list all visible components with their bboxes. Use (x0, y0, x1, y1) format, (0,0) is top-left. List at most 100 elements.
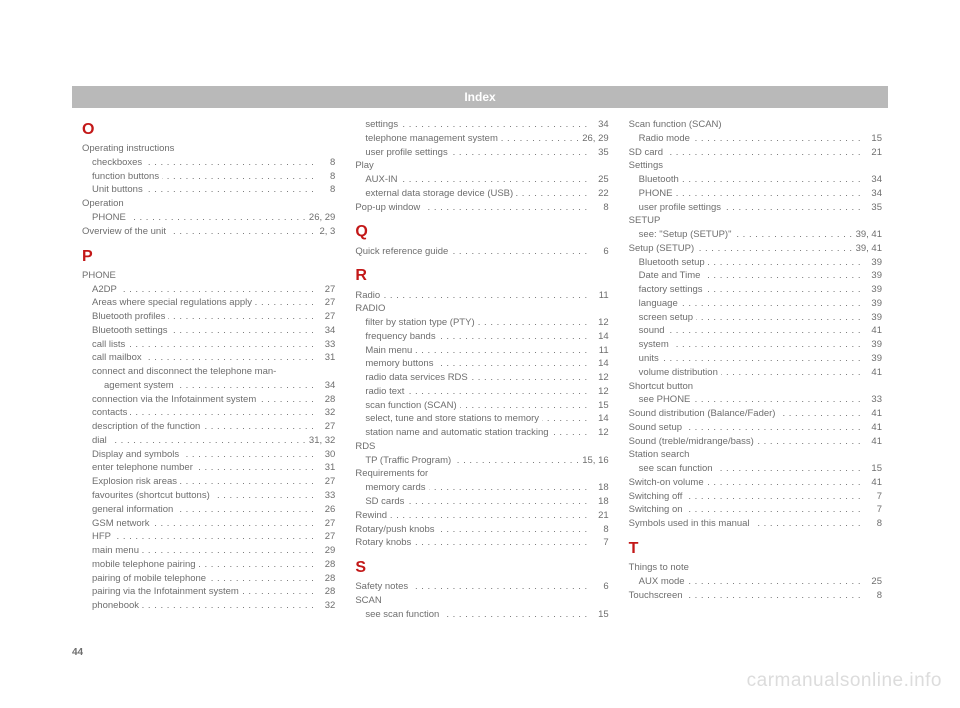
entry-label: Setup (SETUP) (629, 242, 694, 256)
dot-leader (153, 517, 315, 531)
index-entry: agement system34 (82, 379, 335, 393)
entry-page: 39 (864, 352, 882, 366)
dot-leader (681, 297, 861, 311)
index-entry: enter telephone number31 (82, 461, 335, 475)
index-entry: Settings (629, 159, 882, 173)
entry-label: Things to note (629, 561, 689, 575)
entry-label: main menu (92, 544, 139, 558)
entry-label: Bluetooth setup (639, 256, 705, 270)
entry-label: RDS (355, 440, 375, 454)
index-entry: Overview of the unit2, 3 (82, 225, 335, 239)
entry-label: general information (92, 503, 173, 517)
index-letter: O (82, 118, 335, 141)
dot-leader (176, 503, 314, 517)
dot-leader (471, 371, 588, 385)
dot-leader (213, 489, 315, 503)
dot-leader (682, 173, 861, 187)
index-entry: telephone management system26, 29 (355, 132, 608, 146)
dot-leader (696, 311, 861, 325)
index-entry: Bluetooth setup39 (629, 256, 882, 270)
index-content: OOperating instructionscheckboxes8functi… (82, 118, 882, 622)
dot-leader (686, 503, 861, 517)
dot-leader (686, 589, 861, 603)
entry-label: connect and disconnect the telephone man… (92, 365, 276, 379)
index-entry: SD cards18 (355, 495, 608, 509)
index-letter: T (629, 537, 882, 560)
dot-leader (390, 509, 588, 523)
entry-label: Switching on (629, 503, 683, 517)
entry-label: connection via the Infotainment system (92, 393, 256, 407)
dot-leader (128, 338, 314, 352)
entry-label: function buttons (92, 170, 159, 184)
dot-leader (169, 225, 314, 239)
index-entry: main menu29 (82, 544, 335, 558)
index-entry: phonebook32 (82, 599, 335, 613)
index-entry: see scan function15 (629, 462, 882, 476)
column-2: settings34telephone management system26,… (355, 118, 608, 622)
index-entry: Setup (SETUP)39, 41 (629, 242, 882, 256)
index-letter: Q (355, 220, 608, 243)
entry-label: TP (Traffic Program) (365, 454, 451, 468)
index-entry: Main menu11 (355, 344, 608, 358)
entry-label: HFP (92, 530, 111, 544)
entry-page: 34 (317, 379, 335, 393)
entry-label: Switching off (629, 490, 683, 504)
entry-label: call mailbox (92, 351, 142, 365)
entry-label: Symbols used in this manual (629, 517, 750, 531)
entry-label: Rotary knobs (355, 536, 411, 550)
dot-leader (145, 156, 314, 170)
index-entry: radio text12 (355, 385, 608, 399)
entry-label: settings (365, 118, 398, 132)
entry-label: units (639, 352, 659, 366)
entry-page: 28 (317, 558, 335, 572)
entry-label: radio data services RDS (365, 371, 467, 385)
entry-label: Quick reference guide (355, 245, 448, 259)
index-entry: Date and Time39 (629, 269, 882, 283)
dot-leader (415, 344, 587, 358)
entry-page: 8 (317, 183, 335, 197)
entry-page: 7 (591, 536, 609, 550)
entry-label: AUX-IN (365, 173, 397, 187)
dot-leader (407, 495, 587, 509)
entry-label: volume distribution (639, 366, 718, 380)
index-entry: favourites (shortcut buttons)33 (82, 489, 335, 503)
entry-label: pairing via the Infotainment system (92, 585, 239, 599)
entry-page: 18 (591, 495, 609, 509)
entry-page: 14 (591, 357, 609, 371)
index-entry: units 39 (629, 352, 882, 366)
entry-label: see scan function (365, 608, 439, 622)
dot-leader (672, 338, 861, 352)
dot-leader (142, 544, 314, 558)
index-entry: SCAN (355, 594, 608, 608)
entry-label: Explosion risk areas (92, 475, 177, 489)
dot-leader (414, 536, 587, 550)
index-entry: settings34 (355, 118, 608, 132)
entry-page: 33 (864, 393, 882, 407)
entry-page: 2, 3 (317, 225, 335, 239)
index-entry: Sound setup41 (629, 421, 882, 435)
dot-leader (146, 183, 315, 197)
dot-leader (724, 201, 861, 215)
index-entry: RDS (355, 440, 608, 454)
index-entry: Explosion risk areas27 (82, 475, 335, 489)
entry-page: 31 (317, 351, 335, 365)
entry-label: checkboxes (92, 156, 142, 170)
entry-label: Date and Time (639, 269, 701, 283)
entry-page: 33 (317, 489, 335, 503)
entry-label: phonebook (92, 599, 139, 613)
page: Index OOperating instructionscheckboxes8… (0, 0, 960, 708)
entry-page: 12 (591, 426, 609, 440)
index-entry: Safety notes6 (355, 580, 608, 594)
entry-label: Radio (355, 289, 380, 303)
index-entry: volume distribution41 (629, 366, 882, 380)
entry-page: 41 (864, 435, 882, 449)
index-entry: frequency bands14 (355, 330, 608, 344)
entry-page: 15 (864, 462, 882, 476)
entry-label: Station search (629, 448, 690, 462)
dot-leader (451, 245, 587, 259)
entry-page: 11 (591, 344, 609, 358)
dot-leader (168, 310, 314, 324)
entry-page: 8 (591, 523, 609, 537)
entry-page: 30 (317, 448, 335, 462)
index-entry: AUX mode25 (629, 575, 882, 589)
